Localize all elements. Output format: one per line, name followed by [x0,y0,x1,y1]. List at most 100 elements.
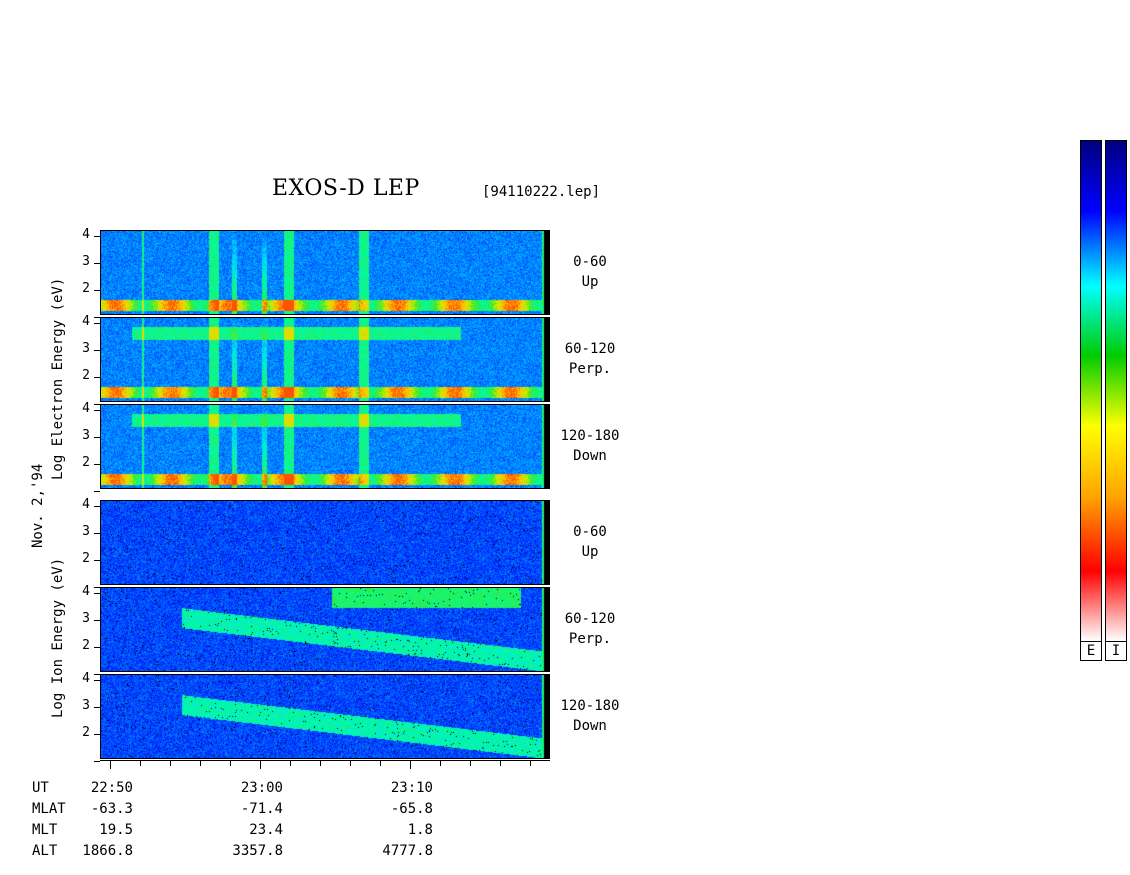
y-tick-mark [94,263,100,264]
y-tick-label: 4 [82,671,90,686]
ion-down-panel [100,674,550,759]
ion-axis-label: Log Ion Energy (eV) [50,557,66,718]
x-row-value: 23:10 [390,780,433,796]
x-tick-mark [470,761,471,766]
x-row-value: 1866.8 [82,843,133,859]
y-tick-label: 4 [82,497,90,512]
y-tick-mark [94,464,100,465]
x-row-value: 19.5 [99,822,133,838]
y-tick-label: 3 [82,254,90,269]
y-tick-mark [94,437,100,438]
y-tick-mark [94,404,100,405]
pitch-angle-label: 120-180 Down [550,696,630,736]
pitch-angle-label: 0-60 Up [550,522,630,562]
x-tick-mark [320,761,321,766]
colorbar-label-i: I [1105,641,1127,661]
y-tick-label: 3 [82,698,90,713]
pitch-angle-range: 60-120 [564,611,616,627]
y-tick-mark [94,620,100,621]
x-tick-mark [530,761,531,766]
y-tick-label: 3 [82,341,90,356]
x-tick-mark [140,761,141,766]
pitch-angle-label: 120-180 Down [550,426,630,466]
x-row-name: MLT [32,822,58,838]
x-row-value: 3357.8 [232,843,283,859]
y-tick-label: 2 [82,455,90,470]
x-row-value: 22:50 [90,780,133,796]
x-row-value: 23.4 [249,822,283,838]
y-tick-mark [94,317,100,318]
y-tick-label: 2 [82,638,90,653]
y-tick-label: 4 [82,227,90,242]
y-tick-label: 2 [82,725,90,740]
electron-perp-panel [100,317,550,402]
x-tick-mark [260,761,261,769]
pitch-angle-direction: Up [581,544,599,560]
file-id: [94110222.lep] [482,184,601,200]
x-tick-mark [440,761,441,766]
y-tick-mark [94,734,100,735]
x-row-name: ALT [32,843,58,859]
y-tick-label: 3 [82,428,90,443]
y-tick-mark [94,560,100,561]
x-row-value: 23:00 [240,780,283,796]
electron-colorbar [1080,140,1102,642]
electron-axis-label: Log Electron Energy (eV) [50,277,66,480]
x-axis-line [100,760,550,761]
y-tick-mark [94,506,100,507]
ion-colorbar [1105,140,1127,642]
pitch-angle-range: 0-60 [573,254,607,270]
x-tick-mark [380,761,381,766]
y-tick-label: 4 [82,401,90,416]
y-tick-mark [94,377,100,378]
y-tick-mark [94,491,100,492]
x-row-value: -71.4 [240,801,283,817]
x-tick-mark [110,761,111,769]
x-row-name: UT [32,780,49,796]
x-tick-mark [350,761,351,766]
y-tick-label: 2 [82,281,90,296]
pitch-angle-label: 60-120 Perp. [550,339,630,379]
electron-down-panel [100,404,550,489]
y-tick-mark [94,236,100,237]
x-tick-mark [290,761,291,766]
pitch-angle-range: 120-180 [560,428,620,444]
y-tick-mark [94,680,100,681]
pitch-angle-range: 60-120 [564,341,616,357]
y-tick-label: 3 [82,524,90,539]
x-row-value: -63.3 [90,801,133,817]
x-tick-mark [200,761,201,766]
y-tick-label: 2 [82,551,90,566]
x-tick-mark [230,761,231,766]
chart-title: EXOS-D LEP [272,176,420,201]
electron-up-panel [100,230,550,315]
y-tick-label: 2 [82,368,90,383]
x-row-name: MLAT [32,801,66,817]
pitch-angle-range: 120-180 [560,698,620,714]
pitch-angle-direction: Down [573,718,607,734]
pitch-angle-label: 0-60 Up [550,252,630,292]
x-row-value: 1.8 [407,822,433,838]
y-tick-mark [94,533,100,534]
pitch-angle-range: 0-60 [573,524,607,540]
y-tick-label: 3 [82,611,90,626]
y-tick-mark [94,593,100,594]
y-tick-mark [94,323,100,324]
y-tick-label: 4 [82,314,90,329]
ion-up-panel [100,500,550,585]
y-tick-mark [94,290,100,291]
x-row-value: 4777.8 [382,843,433,859]
y-tick-mark [94,761,100,762]
x-tick-mark [500,761,501,766]
pitch-angle-direction: Up [581,274,599,290]
y-tick-mark [94,707,100,708]
colorbar-label-e: E [1080,641,1102,661]
y-tick-label: 4 [82,584,90,599]
y-tick-mark [94,350,100,351]
y-tick-mark [94,674,100,675]
y-tick-mark [94,647,100,648]
pitch-angle-direction: Perp. [568,631,612,647]
ion-perp-panel [100,587,550,672]
pitch-angle-direction: Perp. [568,361,612,377]
x-row-value: -65.8 [390,801,433,817]
